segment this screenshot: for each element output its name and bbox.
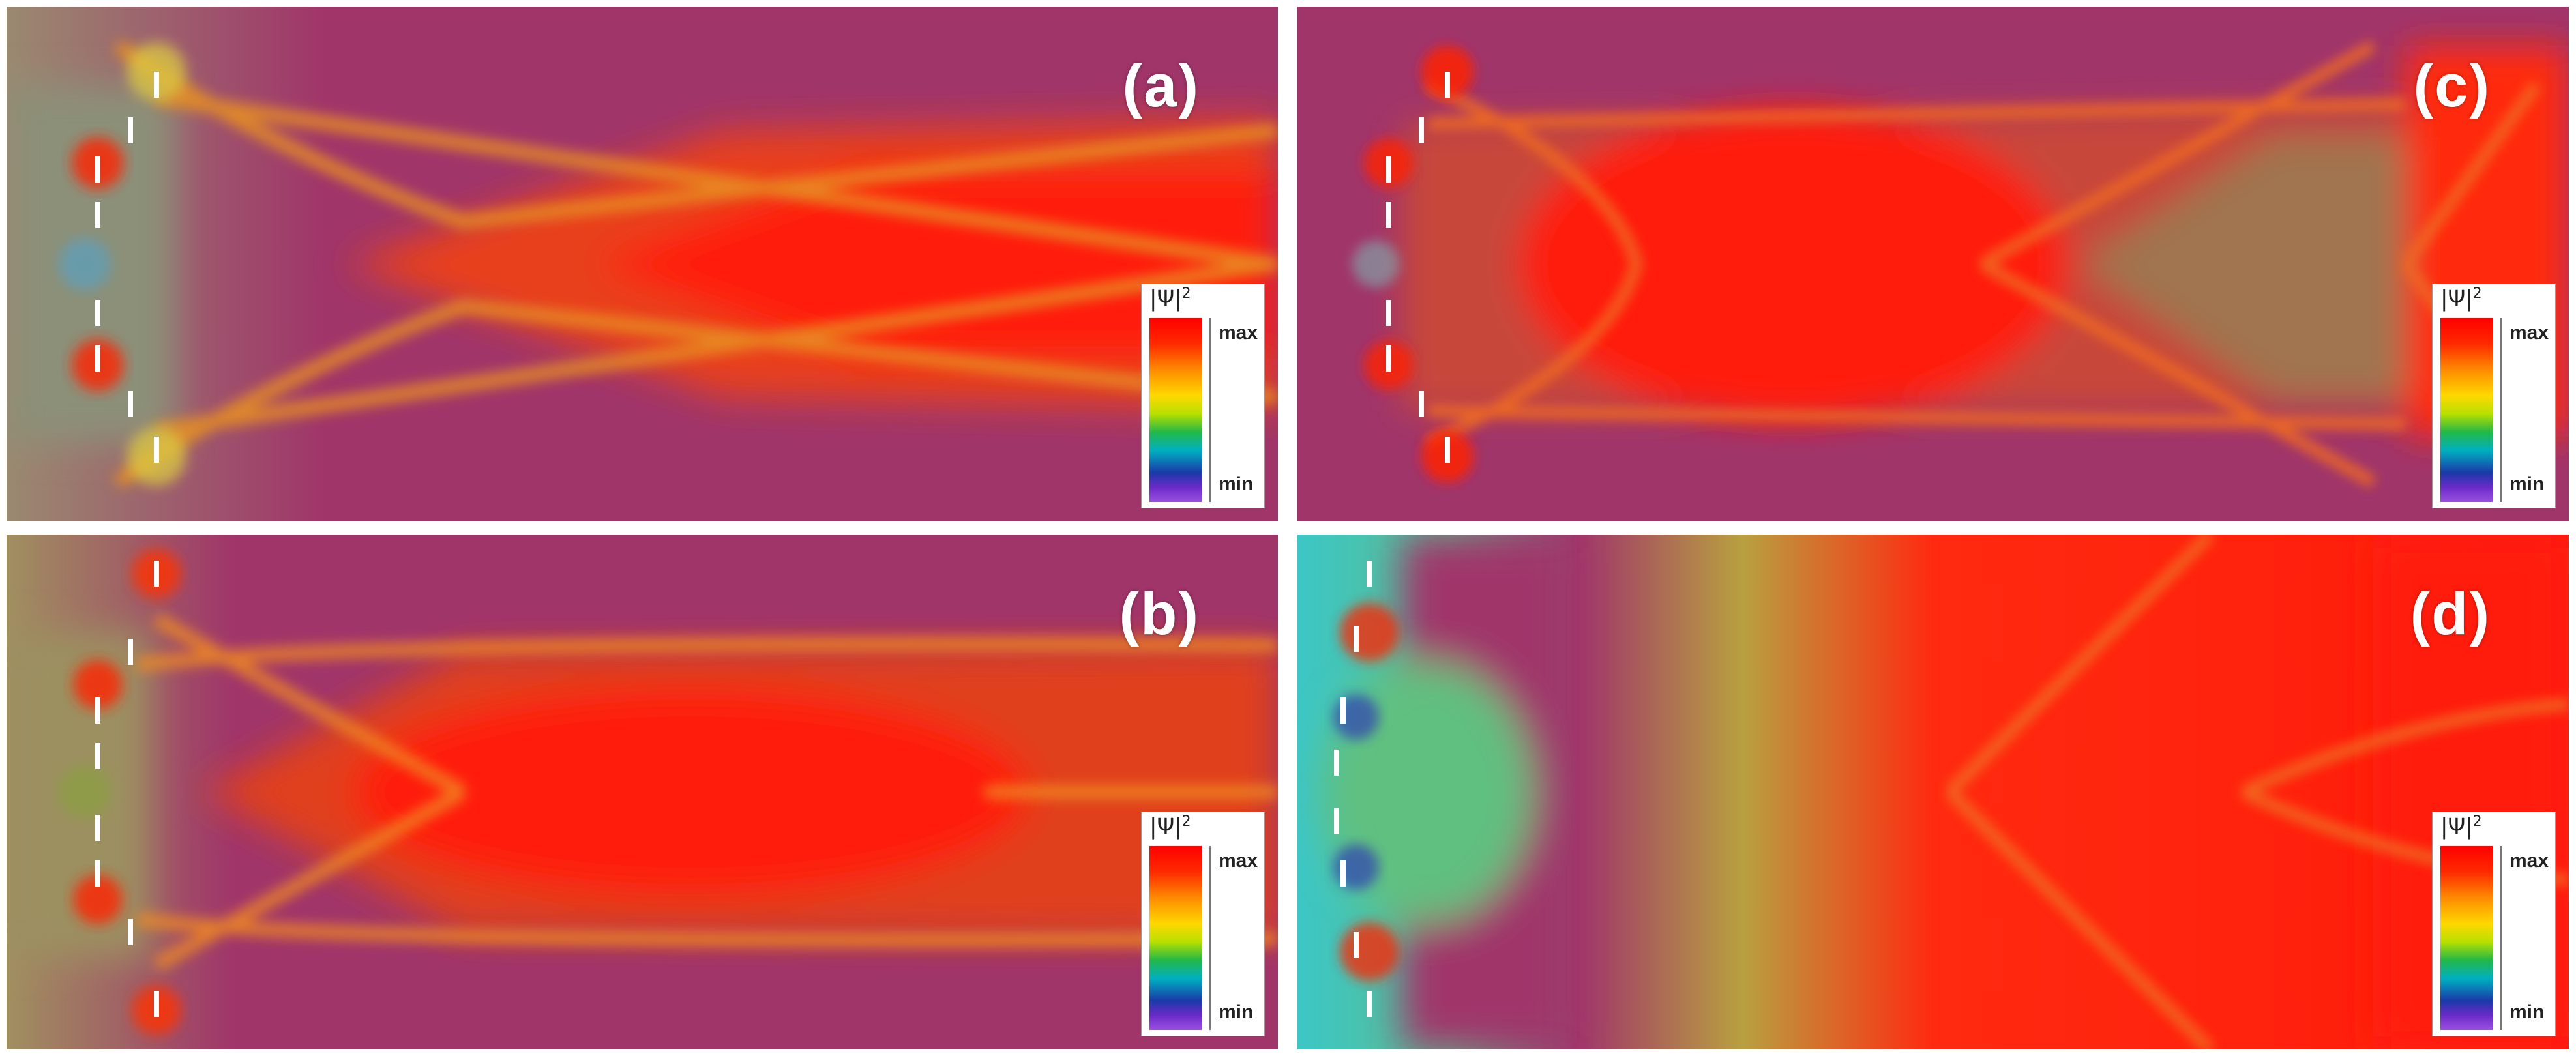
colorbar-min-d: min [2509, 1001, 2545, 1023]
colorbar-gradient-c [2440, 318, 2493, 502]
colorbar-axis-a [1209, 318, 1211, 502]
colorbar-axis-d [2500, 846, 2502, 1030]
field-map-b [7, 535, 1278, 1049]
colorbar-min-a: min [1219, 473, 1254, 495]
colorbar-title-d: |Ψ|2 [2440, 814, 2482, 840]
panel-label-a: (a) [1122, 53, 1200, 119]
colorbar-gradient-b [1149, 846, 1202, 1030]
colorbar-title-b: |Ψ|2 [1149, 814, 1191, 840]
scatterer-chain-a [59, 42, 186, 486]
scatterer-chain-b [59, 549, 181, 1035]
colorbar-title-c: |Ψ|2 [2440, 286, 2482, 312]
colorbar-d: |Ψ|2 max min [2432, 812, 2556, 1036]
colorbar-max-d: max [2509, 850, 2549, 872]
field-map-d [1297, 535, 2569, 1049]
panel-c: (c) |Ψ|2 max min [1297, 7, 2569, 521]
colorbar-min-c: min [2509, 473, 2545, 495]
panel-a: (a) |Ψ|2 max min [7, 7, 1278, 521]
colorbar-gradient-a [1149, 318, 1202, 502]
scatterer-chain-d [1333, 561, 1399, 1017]
panel-label-b: (b) [1119, 581, 1200, 647]
field-map-c [1297, 7, 2569, 521]
colorbar-b: |Ψ|2 max min [1141, 812, 1265, 1036]
colorbar-max-b: max [1219, 850, 1258, 872]
field-map-a [7, 7, 1278, 521]
colorbar-max-c: max [2509, 322, 2549, 344]
panel-b: (b) |Ψ|2 max min [7, 535, 1278, 1049]
panel-label-c: (c) [2413, 53, 2491, 119]
colorbar-axis-c [2500, 318, 2502, 502]
colorbar-a: |Ψ|2 max min [1141, 284, 1265, 508]
panel-label-d: (d) [2410, 581, 2491, 647]
colorbar-title-a: |Ψ|2 [1149, 286, 1191, 312]
panel-d: (d) |Ψ|2 max min [1297, 535, 2569, 1049]
colorbar-gradient-d [2440, 846, 2493, 1030]
scatterer-chain-c [1352, 46, 1473, 482]
colorbar-max-a: max [1219, 322, 1258, 344]
colorbar-c: |Ψ|2 max min [2432, 284, 2556, 508]
colorbar-axis-b [1209, 846, 1211, 1030]
colorbar-min-b: min [1219, 1001, 1254, 1023]
